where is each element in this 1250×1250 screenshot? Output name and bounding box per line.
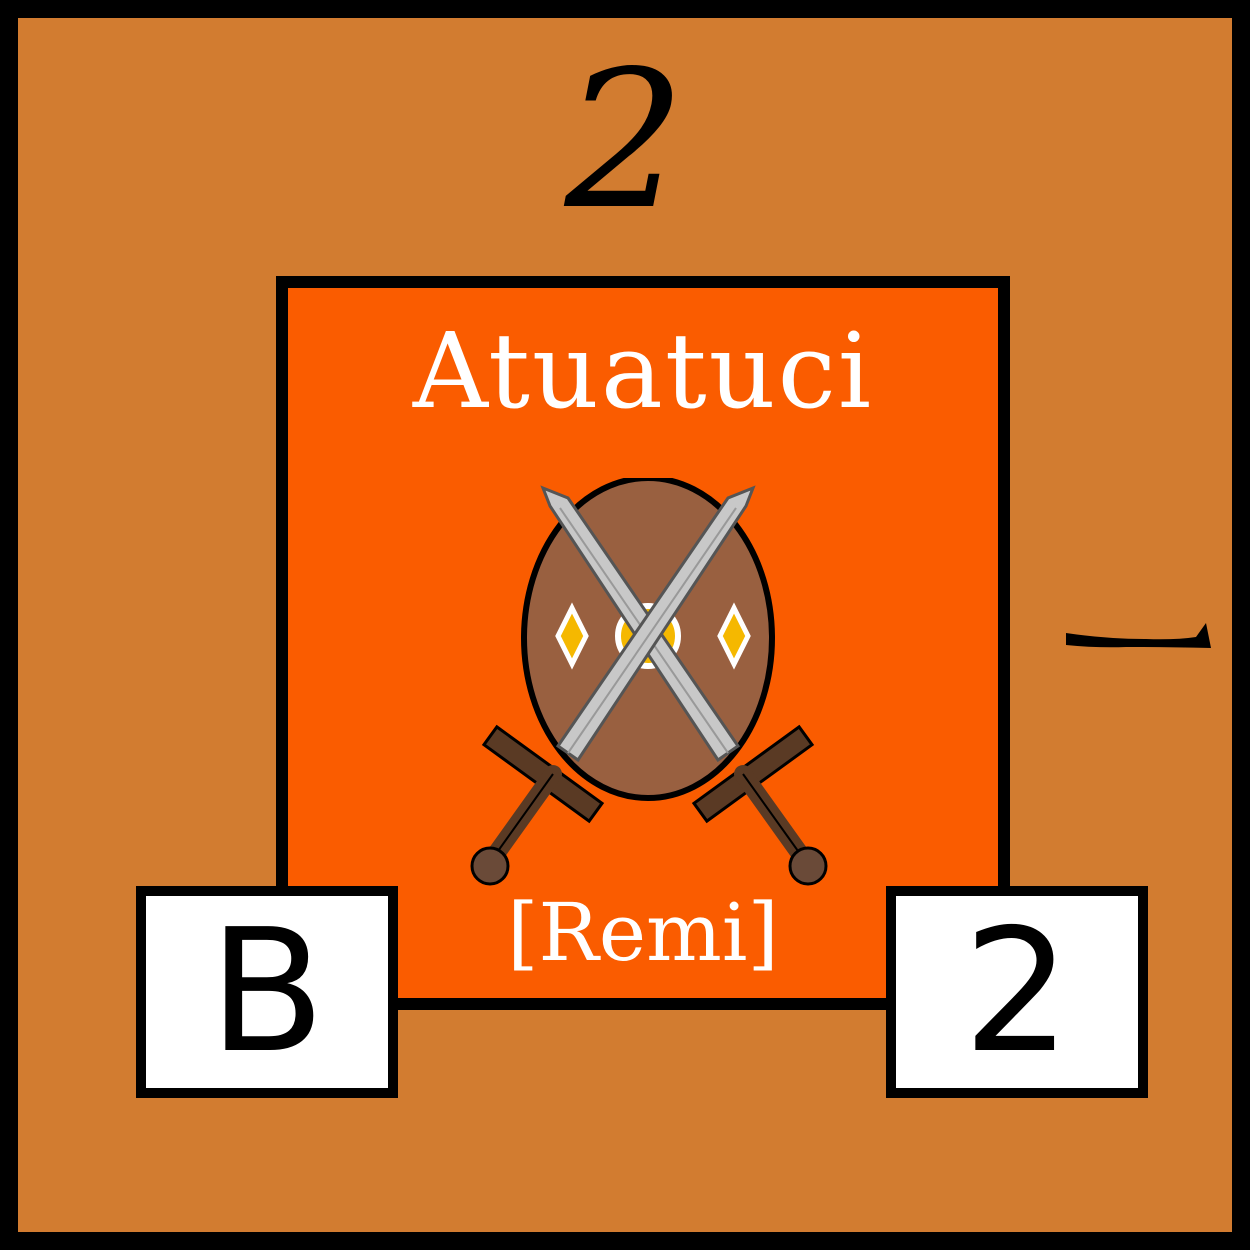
shield-icon <box>470 478 828 886</box>
crossed-swords-icon <box>470 485 828 886</box>
strength-box: 2 <box>886 886 1148 1098</box>
ally-name: [Remi] <box>507 886 779 979</box>
class-box: B <box>136 886 398 1098</box>
top-value: 2 <box>564 30 686 251</box>
dash-mark-icon <box>1066 623 1211 648</box>
tribe-name: Atuatuci <box>412 310 874 432</box>
tribe-panel: Atuatuci <box>276 276 1010 1010</box>
